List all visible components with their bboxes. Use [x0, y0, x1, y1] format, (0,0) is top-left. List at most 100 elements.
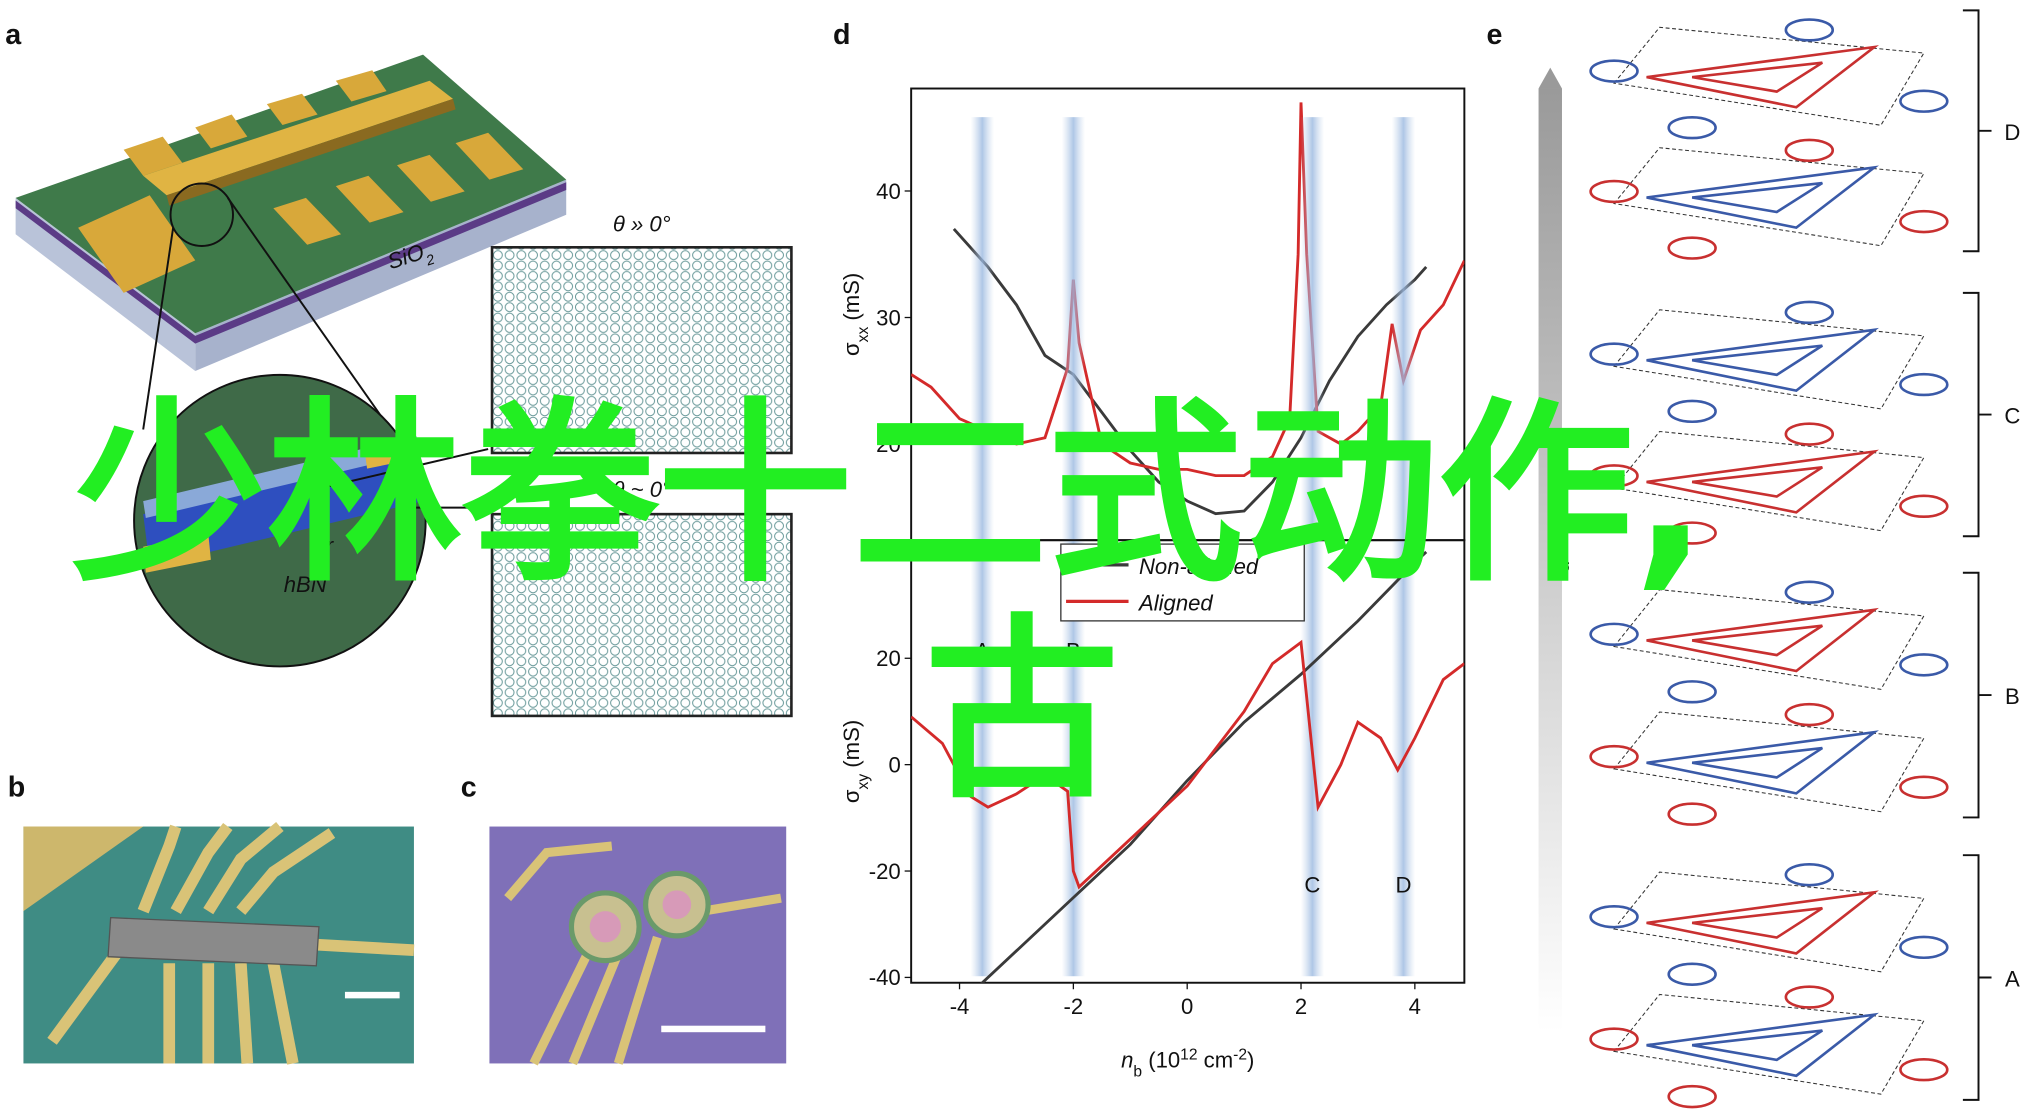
brillouin-zone: [1613, 993, 1925, 1095]
highlight-band: [1300, 117, 1325, 977]
y-tick-label: -20: [869, 859, 901, 884]
contour-lobe: [1784, 18, 1835, 42]
contour-lobe: [1899, 209, 1949, 234]
y-tick-label: 20: [876, 646, 901, 671]
highlight-band: [970, 117, 995, 977]
contour-lobe: [1589, 179, 1639, 204]
annotation: D: [1395, 872, 1411, 897]
brillouin-zone: [1613, 430, 1925, 532]
contour-lobe: [1899, 653, 1949, 677]
contour: [1646, 165, 1880, 230]
bracket: [1962, 9, 1992, 253]
y-tick-label: 40: [876, 179, 901, 204]
contour: [1646, 607, 1879, 673]
contour: [1646, 327, 1879, 393]
contour: [1646, 45, 1880, 109]
panel-label: e: [1486, 19, 1502, 51]
micrograph: [489, 826, 787, 1066]
state-label: C: [2004, 404, 2020, 429]
legend-label: Aligned: [1137, 590, 1213, 615]
contour-lobe: [1784, 702, 1835, 727]
contour-lobe: [1784, 138, 1835, 163]
label-part: cm: [1198, 1047, 1234, 1072]
contour-lobe: [1784, 422, 1835, 446]
contour-lobe: [1899, 89, 1949, 113]
axis-label: n: [1552, 560, 1577, 572]
overlay-text: 古: [924, 598, 1119, 825]
y-axis-label: σxy (mS): [839, 720, 872, 803]
contour: [1646, 449, 1879, 514]
arrow: [1538, 88, 1562, 1033]
x-axis-label: nb (1012 cm-2): [1121, 1046, 1254, 1080]
contour-lobe: [1667, 115, 1717, 140]
series-line: [980, 550, 1428, 983]
label-part: xx: [855, 327, 872, 343]
y-tick-label: 20: [876, 432, 901, 457]
legend-label: Non-aligned: [1139, 554, 1259, 579]
series-line: [952, 228, 1428, 516]
contour-lobe: [1784, 862, 1835, 887]
fermi-contours: D C B A: [1589, 9, 2020, 1109]
contour-lobe: [1899, 1057, 1949, 1082]
label-part: xy: [855, 774, 872, 790]
contour-lobe: [1667, 962, 1717, 986]
label-part: (mS): [839, 720, 864, 774]
x-tick-label: -4: [950, 994, 970, 1019]
legend-box: [1060, 543, 1305, 622]
label-part: (mS): [839, 273, 864, 327]
device-illustration: [15, 54, 567, 668]
state-label: A: [2005, 967, 2020, 992]
label-part: 12: [1180, 1046, 1197, 1063]
contour-lobe: [1589, 744, 1639, 769]
label-part: (10: [1142, 1047, 1180, 1072]
contour-lobe: [1899, 935, 1949, 960]
contour-lobe: [1784, 580, 1835, 604]
micrograph: [23, 822, 415, 1065]
brillouin-zone: [1613, 309, 1925, 410]
lattice-label: θ » 0°: [613, 212, 671, 237]
contour-lobe: [1784, 985, 1835, 1009]
contour-lobe: [1589, 59, 1639, 83]
contour-lobe: [1589, 1027, 1639, 1051]
annotation: A: [975, 638, 990, 663]
lattice-label: θ ~ 0°: [613, 477, 671, 502]
x-tick-label: -2: [1064, 994, 1084, 1019]
brillouin-zone: [1613, 871, 1925, 973]
bracket: [1962, 291, 1992, 538]
x-tick-label: 0: [1181, 994, 1193, 1019]
contour-lobe: [1667, 680, 1717, 704]
annotation: B: [1066, 638, 1081, 663]
panel-label: c: [461, 772, 477, 804]
y-tick-label: -40: [869, 965, 901, 990]
layer-label: hBN: [284, 572, 327, 597]
lattice-image: [490, 512, 793, 718]
contour-lobe: [1667, 236, 1717, 260]
brillouin-zone: [1613, 26, 1925, 126]
y-tick-label: 40: [876, 540, 901, 565]
brillouin-zone: [1613, 147, 1925, 247]
contour: [1646, 890, 1879, 955]
contour-lobe: [1667, 802, 1717, 826]
bracket: [1962, 854, 1992, 1101]
contour: [1646, 1012, 1879, 1078]
layer-label: Gr: [309, 533, 335, 558]
contour-lobe: [1667, 521, 1717, 545]
series-line: [911, 102, 1465, 478]
bracket: [1962, 571, 1992, 819]
lattice-image: [490, 246, 793, 455]
label-part: ): [1247, 1047, 1254, 1072]
contour-lobe: [1899, 775, 1949, 799]
annotation: C: [1304, 872, 1320, 897]
contour-lobe: [1899, 372, 1949, 397]
series-line: [911, 639, 1465, 890]
highlight-band: [1391, 117, 1416, 977]
y-tick-label: 30: [876, 305, 901, 330]
contour-lobe: [1589, 342, 1639, 366]
brillouin-zone: [1613, 711, 1925, 813]
contour-lobe: [1667, 1084, 1717, 1109]
label-part: b: [1133, 1063, 1142, 1080]
label-part: n: [1121, 1047, 1133, 1072]
y-axis-label: σxx (mS): [839, 273, 872, 356]
